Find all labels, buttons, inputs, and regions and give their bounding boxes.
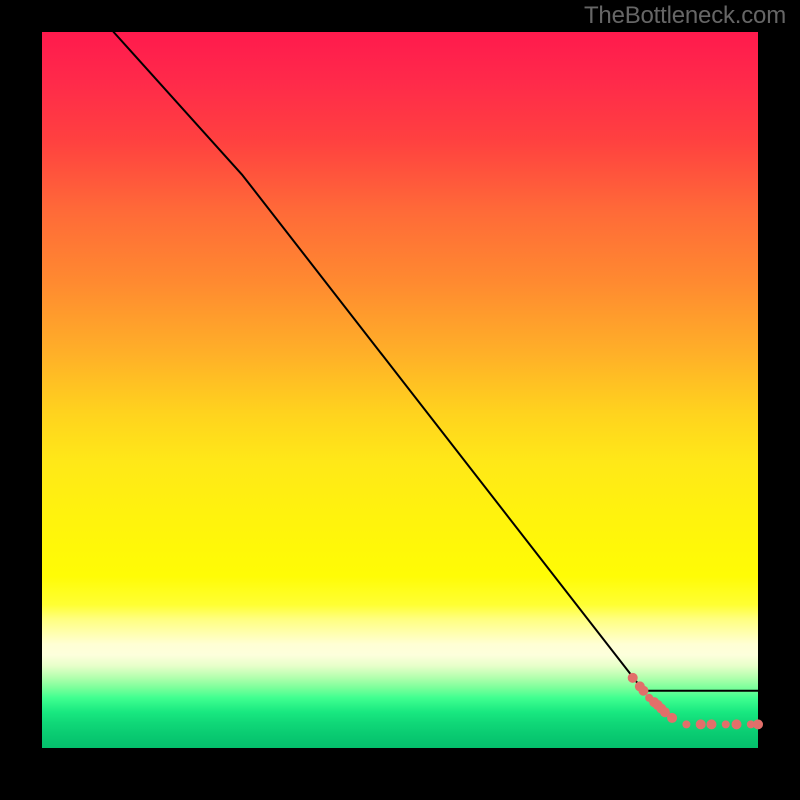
data-point xyxy=(638,686,648,696)
data-point xyxy=(753,719,763,729)
data-point xyxy=(667,713,677,723)
data-point xyxy=(696,719,706,729)
data-point xyxy=(706,719,716,729)
plot-svg xyxy=(0,0,800,800)
gradient-background xyxy=(42,32,758,748)
data-point xyxy=(732,719,742,729)
data-point xyxy=(628,673,638,683)
chart-stage: TheBottleneck.com xyxy=(0,0,800,800)
data-point xyxy=(682,720,690,728)
data-point xyxy=(722,720,730,728)
